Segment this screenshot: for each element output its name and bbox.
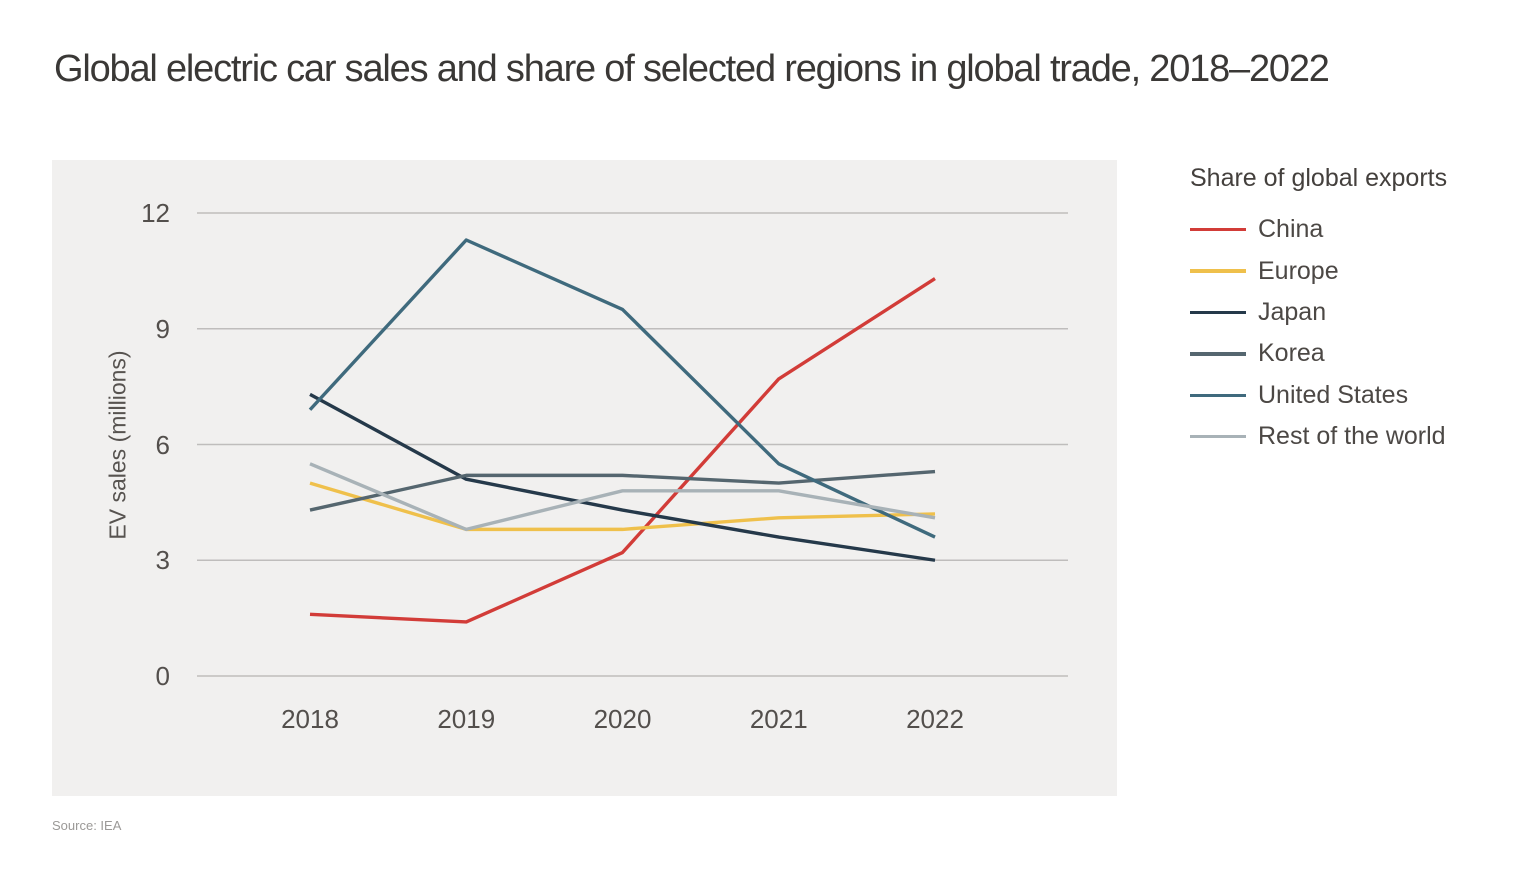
legend-label-china: China	[1258, 215, 1324, 244]
y-tick-label-3: 3	[155, 545, 170, 576]
legend-title: Share of global exports	[1190, 164, 1448, 192]
legend-label-japan: Japan	[1258, 297, 1327, 326]
legend-items: China Europe Japan Korea United States Rest o…	[1190, 209, 1530, 457]
legend-swatch-china	[1190, 227, 1246, 232]
legend-label-united-states: United States	[1258, 380, 1409, 409]
x-tick-label-2019: 2019	[437, 704, 496, 734]
y-tick-label-9: 9	[155, 313, 170, 344]
legend-swatch-rest-of-the-world	[1190, 434, 1246, 439]
plot-area	[52, 160, 1117, 796]
legend-item-korea: Korea	[1190, 333, 1530, 374]
x-tick-label-2022: 2022	[906, 704, 964, 734]
y-tick-label-12: 12	[141, 198, 170, 228]
x-tick-label-2020: 2020	[593, 704, 652, 734]
legend-item-rest-of-the-world: Rest of the world	[1190, 416, 1530, 457]
legend-swatch-japan	[1190, 310, 1246, 315]
legend: Share of global exports China Europe Japan…	[1190, 163, 1530, 457]
legend-swatch-korea	[1190, 352, 1246, 356]
legend-label-rest-of-the-world: Rest of the world	[1258, 422, 1446, 451]
source-note: Source: IEA	[52, 818, 122, 833]
legend-item-japan: Japan	[1190, 292, 1530, 333]
legend-swatch-united-states	[1190, 393, 1246, 397]
legend-item-europe: Europe	[1190, 250, 1530, 291]
legend-label-europe: Europe	[1258, 256, 1339, 285]
x-tick-label-2018: 2018	[281, 704, 339, 734]
legend-swatch-europe	[1190, 269, 1246, 273]
legend-item-china: China	[1190, 209, 1530, 250]
legend-item-united-states: United States	[1190, 375, 1530, 416]
x-tick-label-2021: 2021	[749, 704, 808, 734]
y-tick-label-0: 0	[155, 661, 170, 691]
legend-label-korea: Korea	[1258, 339, 1325, 368]
page-title: Global electric car sales and share of s…	[54, 48, 1330, 90]
y-tick-label-6: 6	[155, 429, 170, 460]
